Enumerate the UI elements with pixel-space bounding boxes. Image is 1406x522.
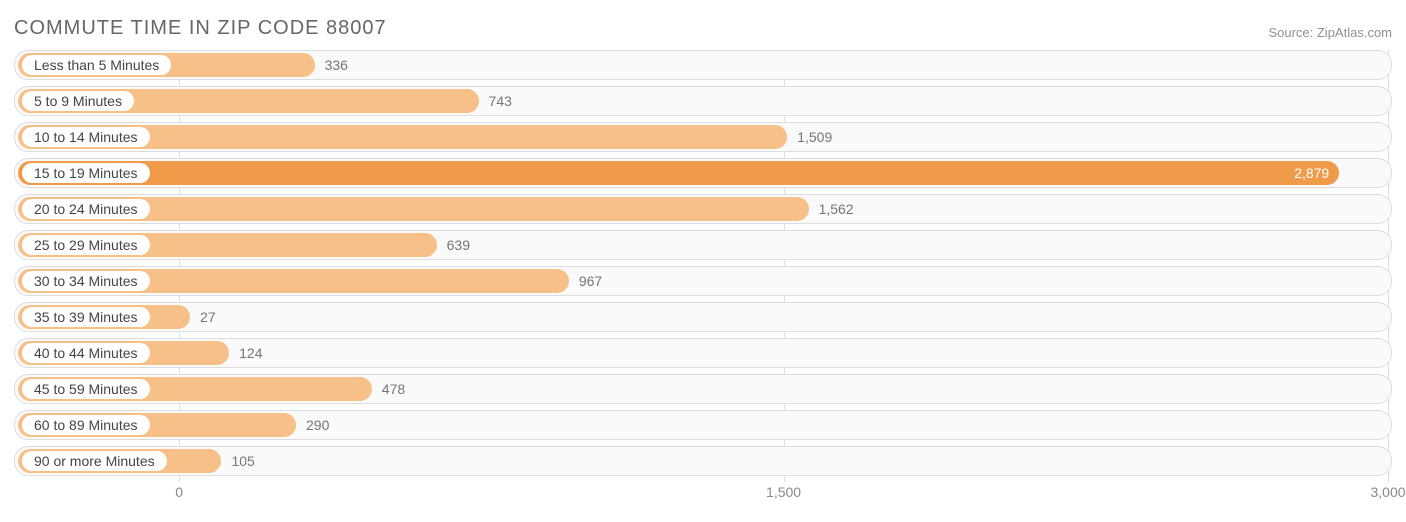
- bar-row: 639 25 to 29 Minutes: [14, 230, 1392, 260]
- category-label-pill: 5 to 9 Minutes: [22, 91, 134, 111]
- bar-row: 1,509 10 to 14 Minutes: [14, 122, 1392, 152]
- category-label-pill: 90 or more Minutes: [22, 451, 167, 471]
- bar: 2,879: [18, 161, 1339, 185]
- bar-value-label: 27: [200, 302, 216, 332]
- x-axis-tick-label: 3,000: [1370, 484, 1405, 500]
- bar-row: 27 35 to 39 Minutes: [14, 302, 1392, 332]
- bar-row: 290 60 to 89 Minutes: [14, 410, 1392, 440]
- bar-row: 124 40 to 44 Minutes: [14, 338, 1392, 368]
- bar-value-label: 478: [382, 374, 405, 404]
- category-label-pill: 25 to 29 Minutes: [22, 235, 150, 255]
- bar-row: 2,879 15 to 19 Minutes: [14, 158, 1392, 188]
- chart-header: COMMUTE TIME IN ZIP CODE 88007 Source: Z…: [14, 12, 1392, 40]
- chart-title: COMMUTE TIME IN ZIP CODE 88007: [14, 17, 387, 40]
- bar-value-label: 124: [239, 338, 262, 368]
- category-label-pill: 40 to 44 Minutes: [22, 343, 150, 363]
- chart-plot-area: 336 Less than 5 Minutes 743 5 to 9 Minutes 1…: [14, 50, 1392, 482]
- bar-row: 336 Less than 5 Minutes: [14, 50, 1392, 80]
- category-label-pill: 45 to 59 Minutes: [22, 379, 150, 399]
- bar-row: 105 90 or more Minutes: [14, 446, 1392, 476]
- bar-value-label: 105: [231, 446, 254, 476]
- chart-source: Source: ZipAtlas.com: [1268, 25, 1392, 40]
- bar-row: 478 45 to 59 Minutes: [14, 374, 1392, 404]
- category-label-pill: 60 to 89 Minutes: [22, 415, 150, 435]
- bar-value-label: 967: [579, 266, 602, 296]
- category-label-pill: 30 to 34 Minutes: [22, 271, 150, 291]
- bar-value-label: 336: [325, 50, 348, 80]
- bar-track: [14, 302, 1392, 332]
- bar-value-label: 639: [447, 230, 470, 260]
- bar-value-label: 290: [306, 410, 329, 440]
- category-label-pill: Less than 5 Minutes: [22, 55, 171, 75]
- x-axis: 01,5003,000: [14, 482, 1392, 502]
- bar-value-label: 2,879: [1294, 165, 1329, 181]
- bar-value-label: 1,509: [797, 122, 832, 152]
- category-label-pill: 15 to 19 Minutes: [22, 163, 150, 183]
- x-axis-tick-label: 1,500: [766, 484, 801, 500]
- bar-group: 336 Less than 5 Minutes 743 5 to 9 Minutes 1…: [14, 50, 1392, 476]
- bar-row: 967 30 to 34 Minutes: [14, 266, 1392, 296]
- x-axis-tick-label: 0: [175, 484, 183, 500]
- category-label-pill: 35 to 39 Minutes: [22, 307, 150, 327]
- bar-row: 1,562 20 to 24 Minutes: [14, 194, 1392, 224]
- bar-row: 743 5 to 9 Minutes: [14, 86, 1392, 116]
- category-label-pill: 10 to 14 Minutes: [22, 127, 150, 147]
- bar-value-label: 1,562: [819, 194, 854, 224]
- bar-value-label: 743: [489, 86, 512, 116]
- category-label-pill: 20 to 24 Minutes: [22, 199, 150, 219]
- chart-container: COMMUTE TIME IN ZIP CODE 88007 Source: Z…: [0, 0, 1406, 522]
